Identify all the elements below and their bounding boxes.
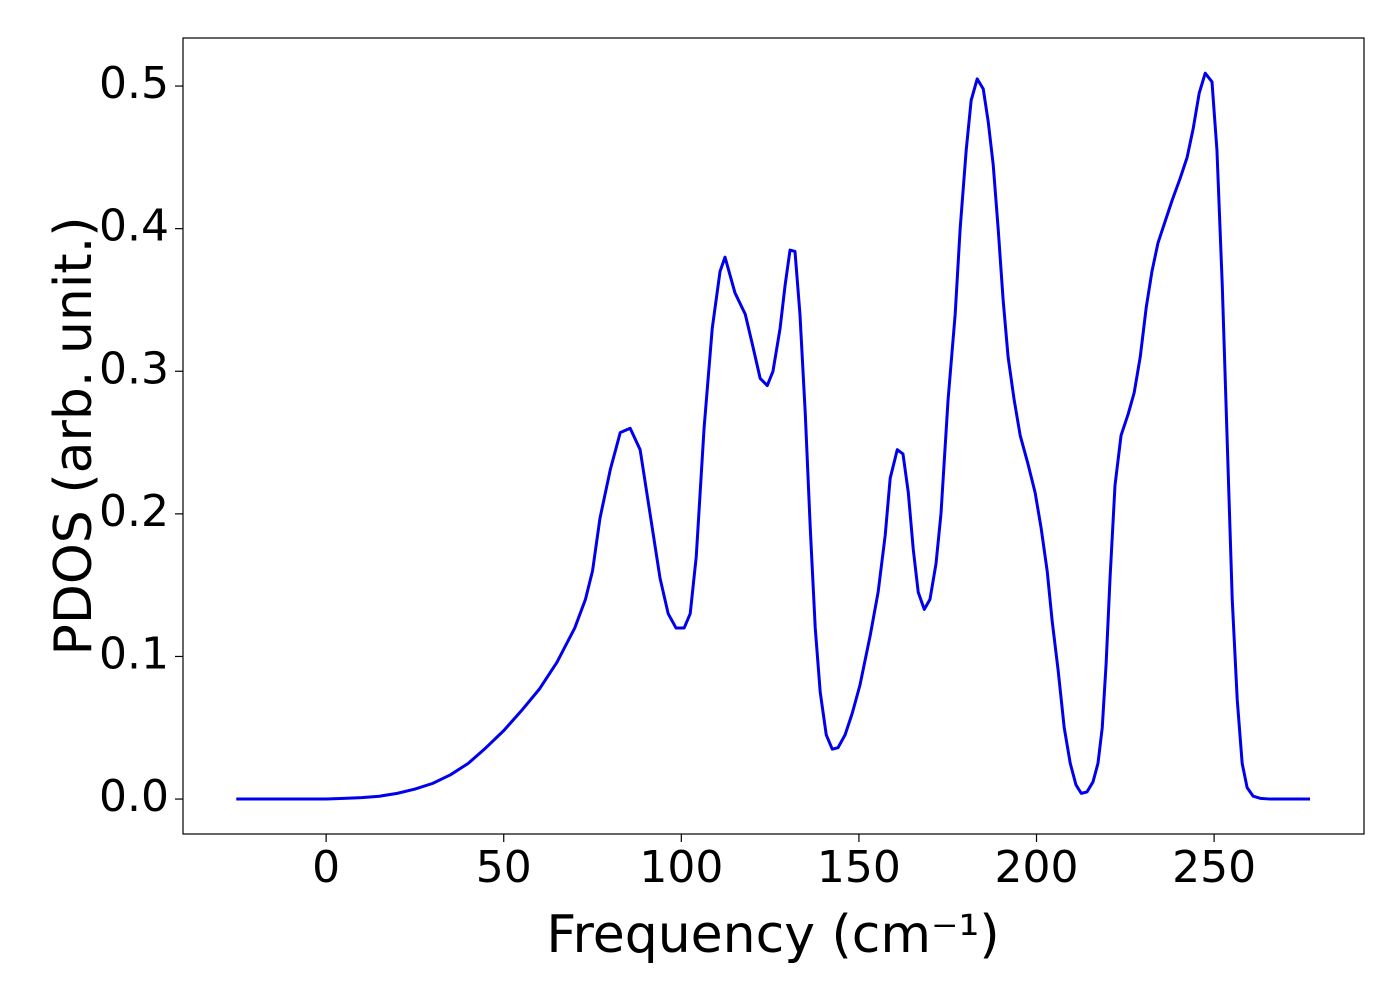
y-axis-label: PDOS (arb. unit.) <box>44 216 104 655</box>
y-tick-label: 0.4 <box>99 201 169 252</box>
x-tick-label: 200 <box>995 842 1079 893</box>
x-tick-label: 0 <box>312 842 340 893</box>
plot-frame <box>182 37 1365 835</box>
x-tick-label: 150 <box>817 842 901 893</box>
y-tick-label: 0.0 <box>99 771 169 822</box>
x-tick-label: 50 <box>476 842 532 893</box>
x-axis-label: Frequency (cm⁻¹) <box>546 905 999 965</box>
y-tick-label: 0.3 <box>99 343 169 394</box>
x-tick-label: 100 <box>639 842 723 893</box>
data-line <box>236 71 1311 801</box>
y-tick-label: 0.5 <box>99 58 169 109</box>
y-tick-label: 0.1 <box>99 628 169 679</box>
x-tick-label: 250 <box>1172 842 1256 893</box>
y-tick-label: 0.2 <box>99 486 169 537</box>
